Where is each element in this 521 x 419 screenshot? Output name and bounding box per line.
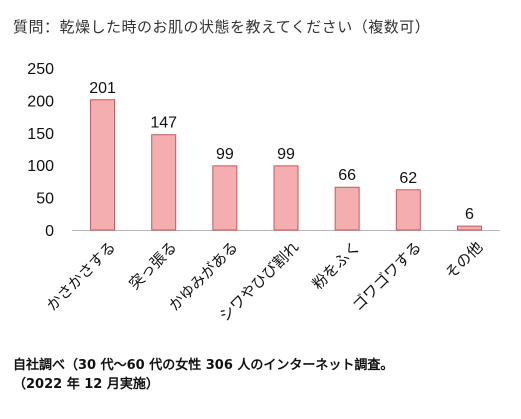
category-label: 突っ張る	[125, 238, 180, 293]
data-label: 99	[277, 146, 295, 163]
footnote: 自社調べ（30 代～60 代の女性 306 人のインターネット調査。 （2022…	[13, 356, 393, 394]
y-tick-label: 200	[27, 93, 54, 110]
data-label: 66	[338, 167, 356, 184]
data-label: 99	[216, 146, 234, 163]
bar	[212, 165, 238, 231]
category-label: 粉をふく	[309, 238, 364, 293]
data-label: 147	[150, 115, 177, 132]
y-tick-label: 250	[27, 61, 54, 78]
category-label: かさかさする	[43, 238, 119, 314]
y-tick-label: 100	[27, 158, 54, 175]
y-tick-label: 150	[27, 126, 54, 143]
footnote-line-1: 自社調べ（30 代～60 代の女性 306 人のインターネット調査。	[13, 358, 394, 373]
bar	[273, 165, 299, 231]
chart-title: 質問：乾燥した時のお肌の状態を教えてください（複数可）	[13, 18, 431, 36]
bar	[90, 99, 116, 231]
y-tick-label: 50	[36, 191, 54, 208]
category-label: その他	[442, 238, 487, 283]
data-label: 201	[89, 80, 116, 97]
bar	[456, 225, 482, 231]
data-label: 6	[465, 206, 474, 223]
bar	[395, 189, 421, 231]
footnote-line-2: （2022 年 12 月実施）	[13, 377, 159, 392]
y-tick-label: 0	[45, 223, 54, 240]
bar	[334, 186, 360, 231]
bar	[151, 134, 177, 231]
bar-chart: 050100150200250201かさかさする147突っ張る99かゆみがある9…	[27, 61, 500, 325]
data-label: 62	[399, 170, 417, 187]
